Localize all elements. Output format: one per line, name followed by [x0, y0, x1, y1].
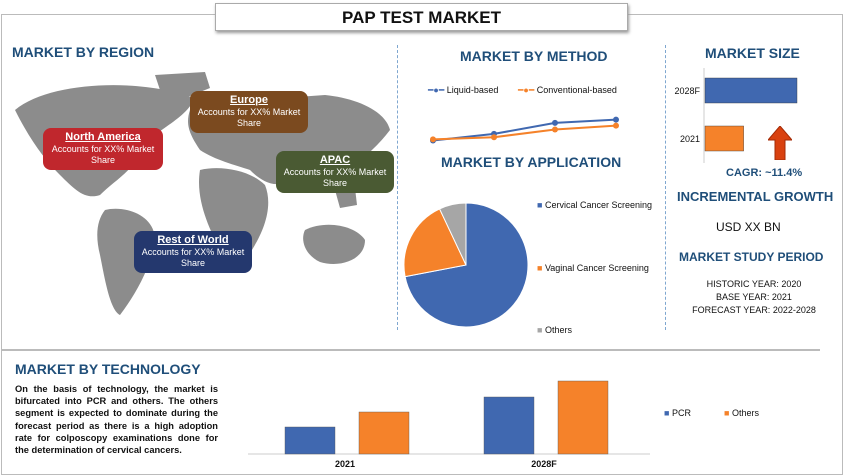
- legend-marker: ━●━: [518, 85, 535, 95]
- legend-conventional: ━●━ Conventional-based: [518, 85, 617, 96]
- legend-vaginal: ■ Vaginal Cancer Screening: [537, 263, 649, 273]
- region-name: APAC: [319, 154, 351, 166]
- data-point: [613, 116, 619, 123]
- category-label: 2028F: [674, 86, 700, 96]
- size-heading: MARKET SIZE: [705, 45, 800, 61]
- base-year: BASE YEAR: 2021: [716, 292, 792, 302]
- divider: [665, 45, 666, 330]
- application-pie-chart: [403, 202, 529, 328]
- legend-label: Cervical Cancer Screening: [544, 200, 652, 210]
- region-bubble-rest-of-world: Rest of World Accounts for XX% Market Sha…: [134, 231, 252, 273]
- pie-slice: [438, 202, 467, 266]
- legend-label: PCR: [671, 408, 691, 418]
- category-label: 2028F: [531, 459, 557, 469]
- bar: [483, 396, 535, 455]
- region-name: North America: [65, 131, 141, 143]
- bar: [284, 426, 336, 455]
- method-line-chart: [430, 116, 619, 144]
- legend-label: Others: [731, 408, 759, 418]
- region-name: Rest of World: [157, 234, 229, 246]
- legend-cervical: ■ Cervical Cancer Screening: [537, 200, 652, 210]
- region-bubble-north-america: North America Accounts for XX% Market Sha…: [43, 128, 163, 170]
- historic-year: HISTORIC YEAR: 2020: [706, 279, 802, 289]
- bar: [358, 411, 410, 455]
- legend-label: Others: [544, 325, 572, 335]
- incremental-value: USD XX BN: [716, 220, 781, 234]
- technology-description: On the basis of technology, the market i…: [15, 384, 218, 456]
- legend-others: ■ Others: [537, 325, 572, 335]
- divider: [397, 45, 398, 330]
- region-share: Accounts for XX% Market Share: [141, 247, 245, 268]
- data-point: [430, 136, 436, 143]
- bar: [557, 380, 609, 455]
- series-line: [432, 124, 617, 141]
- legend-marker: ━●━: [428, 85, 445, 95]
- region-share: Accounts for XX% Market Share: [51, 144, 155, 165]
- region-bubble-apac: APAC Accounts for XX% Market Share: [276, 151, 394, 193]
- market-size-chart: 2028F 2021: [674, 68, 798, 163]
- cagr: CAGR: ~11.4%: [726, 167, 803, 179]
- bar: [704, 125, 744, 152]
- forecast-year: FORECAST YEAR: 2022-2028: [692, 305, 816, 315]
- category-label: 2021: [335, 459, 355, 469]
- section-divider: [2, 349, 820, 351]
- data-point: [552, 126, 558, 133]
- page-title: PAP TEST MARKET: [215, 3, 628, 31]
- legend-label: Conventional-based: [536, 85, 617, 95]
- growth-arrow-icon: [768, 126, 792, 160]
- pie-slice: [403, 208, 467, 278]
- series-line: [432, 118, 617, 142]
- region-share: Accounts for XX% Market Share: [197, 107, 301, 128]
- region-share: Accounts for XX% Market Share: [283, 167, 387, 188]
- region-bubble-europe: Europe Accounts for XX% Market Share: [190, 91, 308, 133]
- legend-others-tech: ■ Others: [724, 408, 759, 418]
- data-point: [613, 122, 619, 129]
- application-heading: MARKET BY APPLICATION: [441, 154, 622, 170]
- incremental-heading: INCREMENTAL GROWTH: [677, 189, 834, 204]
- legend-label: Liquid-based: [446, 85, 499, 95]
- category-label: 2021: [680, 134, 700, 144]
- region-heading: MARKET BY REGION: [12, 44, 155, 60]
- study-heading: MARKET STUDY PERIOD: [679, 250, 824, 264]
- bar: [704, 77, 798, 104]
- legend-pcr: ■ PCR: [664, 408, 691, 418]
- method-heading: MARKET BY METHOD: [460, 48, 608, 64]
- legend-liquid: ━●━ Liquid-based: [428, 85, 498, 96]
- data-point: [552, 119, 558, 126]
- technology-heading: MARKET BY TECHNOLOGY: [15, 361, 201, 377]
- data-point: [491, 134, 497, 141]
- technology-bar-chart: 2021 2028F: [248, 380, 650, 469]
- legend-label: Vaginal Cancer Screening: [544, 263, 649, 273]
- region-name: Europe: [230, 94, 268, 106]
- study-period: HISTORIC YEAR: 2020 BASE YEAR: 2021 FORE…: [670, 278, 838, 317]
